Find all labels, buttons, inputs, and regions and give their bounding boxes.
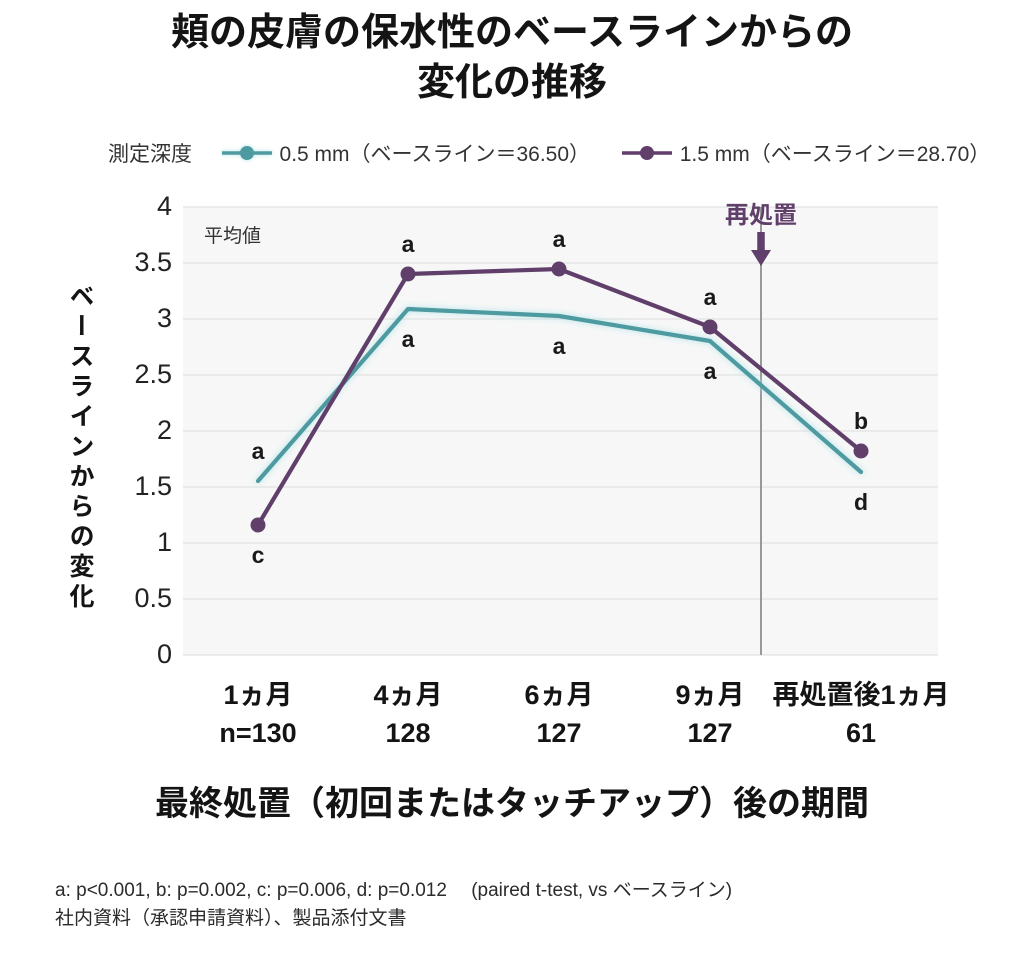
svg-text:a: a: [553, 226, 566, 252]
svg-text:1.5: 1.5: [134, 471, 172, 501]
svg-text:a: a: [704, 358, 717, 384]
svg-text:平均値: 平均値: [204, 225, 261, 247]
svg-text:c: c: [252, 542, 265, 568]
svg-text:4: 4: [157, 191, 172, 221]
svg-text:2: 2: [157, 415, 172, 445]
svg-text:2.5: 2.5: [134, 359, 172, 389]
svg-text:a: a: [252, 438, 265, 464]
svg-text:a: a: [704, 284, 717, 310]
svg-text:3: 3: [157, 303, 172, 333]
svg-text:b: b: [854, 408, 868, 434]
svg-text:3.5: 3.5: [134, 247, 172, 277]
svg-text:再処置: 再処置: [725, 202, 797, 229]
svg-text:1: 1: [157, 527, 172, 557]
svg-text:d: d: [854, 489, 868, 515]
svg-text:0.5: 0.5: [134, 583, 172, 613]
svg-text:0: 0: [157, 639, 172, 669]
svg-text:a: a: [402, 231, 415, 257]
svg-text:a: a: [553, 333, 566, 359]
svg-text:a: a: [402, 326, 415, 352]
